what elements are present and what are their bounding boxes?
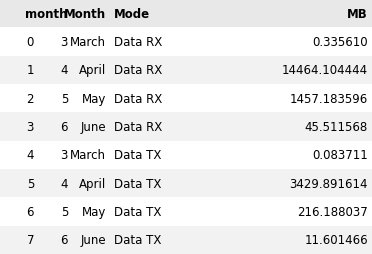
Text: 4: 4 [26,149,34,162]
Bar [0,198,372,226]
Text: Data RX: Data RX [114,36,162,49]
Text: month: month [26,8,68,21]
Text: 0.335610: 0.335610 [312,36,368,49]
Text: May: May [81,205,106,218]
Text: 2: 2 [26,92,34,105]
Text: Data TX: Data TX [114,205,161,218]
Text: March: March [70,149,106,162]
Text: 1: 1 [26,64,34,77]
Text: 3: 3 [61,36,68,49]
Text: 0: 0 [27,36,34,49]
Bar [0,56,372,85]
Text: June: June [80,233,106,246]
Text: 3: 3 [27,121,34,133]
Text: March: March [70,36,106,49]
Text: 3: 3 [61,149,68,162]
Text: 0.083711: 0.083711 [312,149,368,162]
Text: April: April [79,177,106,190]
Text: 4: 4 [61,64,68,77]
Text: April: April [79,64,106,77]
Text: Month: Month [64,8,106,21]
Text: 4: 4 [61,177,68,190]
Text: 5: 5 [61,92,68,105]
Text: May: May [81,92,106,105]
Text: 7: 7 [26,233,34,246]
Bar [0,113,372,141]
Text: Data RX: Data RX [114,92,162,105]
Text: 11.601466: 11.601466 [304,233,368,246]
Text: June: June [80,121,106,133]
Text: Data RX: Data RX [114,64,162,77]
Bar [0,226,372,254]
Text: 45.511568: 45.511568 [305,121,368,133]
Text: Data RX: Data RX [114,121,162,133]
Text: Data TX: Data TX [114,233,161,246]
Text: 6: 6 [61,233,68,246]
Bar [0,141,372,169]
Text: 6: 6 [61,121,68,133]
Bar [0,169,372,198]
Bar [0,0,372,28]
Text: 3429.891614: 3429.891614 [289,177,368,190]
Text: 6: 6 [26,205,34,218]
Text: 14464.104444: 14464.104444 [282,64,368,77]
Text: MB: MB [347,8,368,21]
Text: Mode: Mode [114,8,150,21]
Text: 1457.183596: 1457.183596 [290,92,368,105]
Text: 5: 5 [61,205,68,218]
Bar [0,28,372,56]
Text: 5: 5 [27,177,34,190]
Bar [0,85,372,113]
Text: 216.188037: 216.188037 [297,205,368,218]
Text: Data TX: Data TX [114,177,161,190]
Text: Data TX: Data TX [114,149,161,162]
